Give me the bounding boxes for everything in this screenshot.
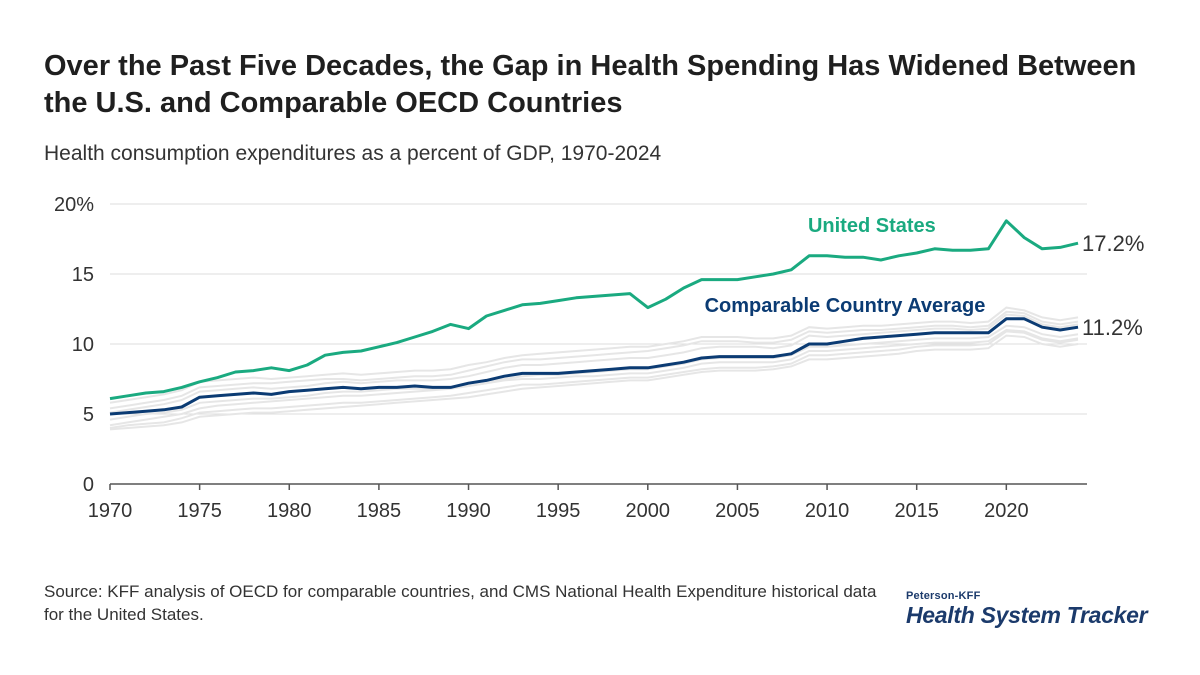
x-tick-label: 1995 — [536, 500, 581, 522]
logo-top-text: Peterson-KFF — [906, 590, 981, 602]
chart-title: Over the Past Five Decades, the Gap in H… — [44, 50, 1137, 119]
source-note: Source: KFF analysis of OECD for compara… — [44, 582, 877, 624]
background-country-line — [109, 306, 1079, 404]
x-tick-label: 1985 — [357, 500, 402, 522]
x-tick-label: 1970 — [88, 500, 133, 522]
y-tick-label: 20% — [54, 194, 94, 216]
background-country-line — [109, 330, 1079, 429]
x-tick-label: 2005 — [715, 500, 760, 522]
background-country-lines — [109, 306, 1079, 431]
y-tick-label: 10 — [72, 334, 94, 356]
x-tick-label: 1980 — [267, 500, 312, 522]
us-line — [109, 219, 1079, 401]
x-tick-label: 2000 — [626, 500, 671, 522]
y-tick-label: 5 — [83, 404, 94, 426]
chart-subtitle: Health consumption expenditures as a per… — [44, 142, 662, 165]
tracker-logo[interactable]: Peterson-KFF Health System Tracker — [906, 590, 1166, 628]
comparable-average-line-label: Comparable Country Average — [705, 295, 986, 317]
x-tick-label: 1990 — [446, 500, 491, 522]
background-country-line — [109, 334, 1079, 431]
series-lines — [109, 219, 1079, 416]
x-tick-label: 1975 — [177, 500, 222, 522]
x-tick-label: 2010 — [805, 500, 850, 522]
background-country-line — [109, 313, 1079, 414]
grid-layer — [110, 203, 1087, 415]
series-labels: 17.2% 11.2% United States Comparable Countr… — [705, 215, 1145, 340]
x-tick-label: 2020 — [984, 500, 1029, 522]
background-country-line — [109, 310, 1079, 410]
logo-main-text: Health System Tracker — [906, 602, 1148, 628]
us-line-end-label: 17.2% — [1082, 231, 1144, 256]
y-tick-label: 0 — [83, 474, 94, 496]
comparable-average-line — [109, 317, 1079, 416]
comparable-average-line-end-label: 11.2% — [1082, 315, 1143, 340]
x-tick-label: 2015 — [894, 500, 939, 522]
y-tick-label: 15 — [72, 264, 94, 286]
background-country-line — [109, 328, 1079, 421]
axis-layer: 0 5 10 15 20% 1970 1975 1980 1985 1990 1995 2000 200… — [54, 194, 1087, 522]
us-line-label: United States — [808, 215, 936, 237]
